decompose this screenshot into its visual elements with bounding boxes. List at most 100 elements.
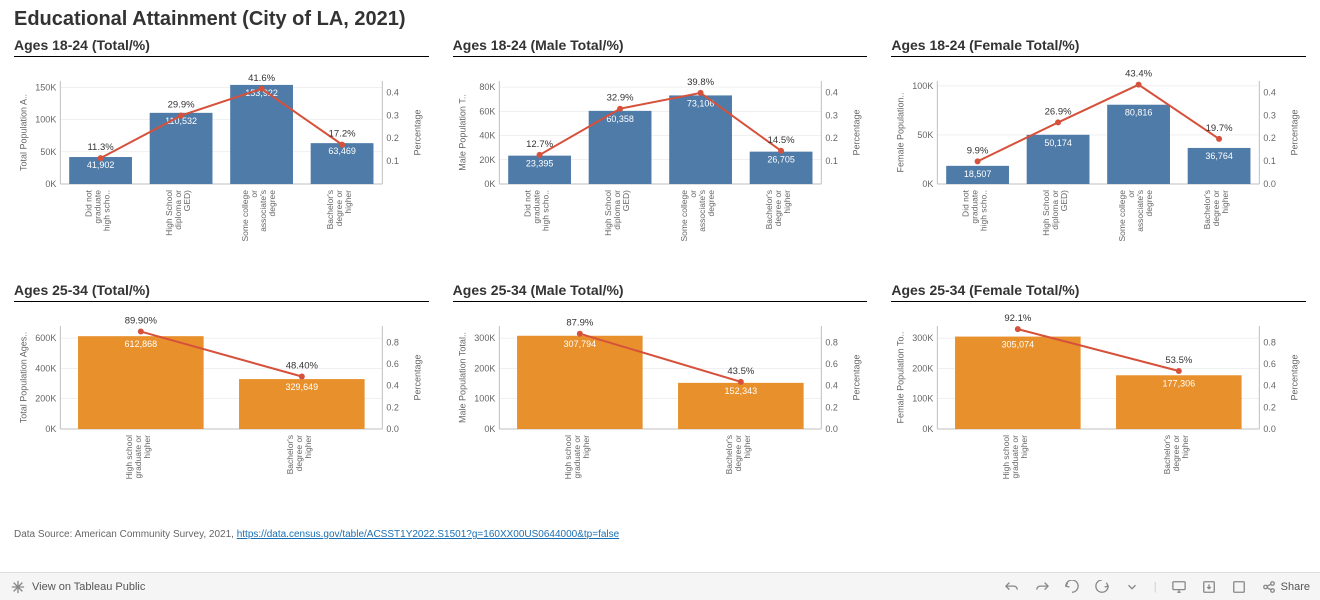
svg-text:26.9%: 26.9% [1045,106,1072,117]
svg-text:0.6: 0.6 [825,359,838,369]
redo-icon[interactable] [1034,579,1050,595]
panel-title: Ages 25-34 (Male Total/%) [453,280,868,302]
download-icon[interactable] [1201,579,1217,595]
line-marker[interactable] [339,142,345,148]
chart-panel-p5: Ages 25-34 (Male Total/%)0K100K200K300K0… [453,280,868,525]
revert-icon[interactable] [1064,579,1080,595]
chart-panel-p6: Ages 25-34 (Female Total/%)0K100K200K300… [891,280,1306,525]
toolbar-right: | Share [1004,579,1310,595]
bar[interactable] [78,336,204,429]
dropdown-icon[interactable] [1124,579,1140,595]
svg-text:higher: higher [580,435,590,459]
line-marker[interactable] [778,148,784,154]
svg-text:higher: higher [142,435,152,459]
chart-svg: 0K50K100K0.00.10.20.30.418,50750,17480,8… [891,59,1306,269]
svg-text:Percentage: Percentage [412,354,422,400]
svg-text:100K: 100K [35,115,56,125]
svg-text:80,816: 80,816 [1125,108,1153,118]
svg-text:high scho..: high scho.. [102,190,112,231]
chart-panel-p2: Ages 18-24 (Male Total/%)0K20K40K60K80K0… [453,35,868,280]
line-marker[interactable] [138,329,144,335]
source-prefix: Data Source: American Community Survey, … [14,529,237,540]
svg-text:Total Population Ages..: Total Population Ages.. [18,332,28,424]
svg-text:high scho..: high scho.. [540,190,550,231]
line-marker[interactable] [697,90,703,96]
panel-title: Ages 18-24 (Male Total/%) [453,35,868,57]
svg-text:12.7%: 12.7% [526,139,553,150]
svg-text:0.3: 0.3 [825,110,838,120]
charts-grid: Ages 18-24 (Total/%)0K50K100K150K0.10.20… [0,35,1320,525]
svg-text:0.0: 0.0 [1264,179,1277,189]
svg-text:39.8%: 39.8% [687,77,714,88]
svg-text:degree: degree [267,190,277,217]
svg-text:higher: higher [303,435,313,459]
line-marker[interactable] [299,374,305,380]
svg-text:48.40%: 48.40% [286,361,319,372]
svg-text:high scho..: high scho.. [979,190,989,231]
svg-text:19.7%: 19.7% [1206,123,1233,134]
svg-text:0K: 0K [45,424,56,434]
svg-text:0.6: 0.6 [1264,359,1277,369]
presentation-icon[interactable] [1171,579,1187,595]
undo-icon[interactable] [1004,579,1020,595]
line-marker[interactable] [737,379,743,385]
line-marker[interactable] [1015,326,1021,332]
svg-text:0.6: 0.6 [386,359,399,369]
svg-text:0.2: 0.2 [386,402,399,412]
bar[interactable] [517,336,643,429]
svg-text:92.1%: 92.1% [1005,313,1032,324]
svg-text:Percentage: Percentage [851,354,861,400]
line-marker[interactable] [576,331,582,337]
line-marker[interactable] [1136,82,1142,88]
data-source: Data Source: American Community Survey, … [0,525,1320,544]
svg-text:0.3: 0.3 [1264,110,1277,120]
svg-text:GED): GED) [182,190,192,211]
svg-text:0.0: 0.0 [386,424,399,434]
page-title: Educational Attainment (City of LA, 2021… [0,0,1320,35]
svg-text:32.9%: 32.9% [606,93,633,104]
svg-text:200K: 200K [474,363,495,373]
chart-panel-p3: Ages 18-24 (Female Total/%)0K50K100K0.00… [891,35,1306,280]
svg-text:612,868: 612,868 [125,339,158,349]
svg-text:GED): GED) [621,190,631,211]
line-marker[interactable] [1216,136,1222,142]
share-button[interactable]: Share [1261,579,1310,595]
bar[interactable] [955,337,1081,429]
line-marker[interactable] [178,113,184,119]
svg-text:Percentage: Percentage [412,109,422,155]
svg-text:9.9%: 9.9% [967,145,989,156]
svg-text:87.9%: 87.9% [566,318,593,329]
svg-text:307,794: 307,794 [563,339,596,349]
svg-text:Percentage: Percentage [851,109,861,155]
svg-text:Percentage: Percentage [1290,354,1300,400]
svg-text:50,174: 50,174 [1045,138,1073,148]
svg-text:43.5%: 43.5% [727,366,754,377]
svg-text:degree: degree [1144,190,1154,217]
line-marker[interactable] [1176,368,1182,374]
line-marker[interactable] [536,152,542,158]
fullscreen-icon[interactable] [1231,579,1247,595]
svg-text:29.9%: 29.9% [168,100,195,111]
svg-text:41,902: 41,902 [87,160,115,170]
svg-text:100K: 100K [474,394,495,404]
svg-text:100K: 100K [913,394,934,404]
chart-svg: 0K200K400K600K0.00.20.40.60.8612,868329,… [14,304,429,514]
svg-text:0.2: 0.2 [825,133,838,143]
svg-text:305,074: 305,074 [1002,340,1035,350]
line-marker[interactable] [98,155,104,161]
svg-text:Total Population A..: Total Population A.. [18,94,28,171]
svg-text:63,469: 63,469 [328,146,356,156]
svg-text:152,343: 152,343 [724,386,757,396]
panel-title: Ages 18-24 (Female Total/%) [891,35,1306,57]
line-marker[interactable] [975,158,981,164]
svg-text:300K: 300K [913,333,934,343]
line-marker[interactable] [617,106,623,112]
view-on-public-link[interactable]: View on Tableau Public [32,581,145,593]
bar[interactable] [230,85,293,184]
refresh-icon[interactable] [1094,579,1110,595]
line-marker[interactable] [1055,119,1061,125]
svg-text:60K: 60K [479,106,495,116]
source-link[interactable]: https://data.census.gov/table/ACSST1Y202… [237,529,620,540]
svg-text:177,306: 177,306 [1163,378,1196,388]
line-marker[interactable] [259,86,265,92]
